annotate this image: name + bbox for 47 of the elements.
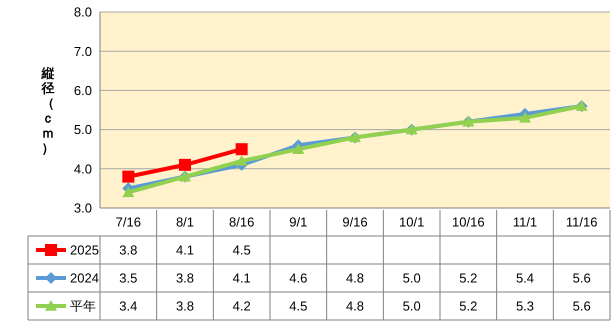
x-tick-label: 11/16: [566, 214, 598, 230]
data-label: 5.4: [516, 270, 534, 286]
data-label: 5.6: [572, 270, 591, 286]
data-label: 5.6: [572, 298, 591, 314]
data-label: 3.4: [119, 298, 138, 314]
x-tick-label: 7/16: [116, 214, 141, 230]
x-tick-label: 11/1: [512, 214, 538, 230]
data-label: 5.0: [402, 298, 421, 314]
point: [122, 170, 134, 183]
y-tick-label: 6.0: [74, 82, 92, 98]
legend-label: 2025: [70, 242, 99, 258]
x-tick-label: 9/1: [289, 214, 308, 230]
y-tick-label: 7.0: [74, 44, 92, 59]
y-tick-label: 4.0: [74, 161, 92, 176]
y-axis-title: 縦径（ｃｍ）: [40, 65, 54, 155]
x-tick-label: 10/1: [399, 214, 424, 230]
data-label: 5.2: [459, 270, 478, 286]
data-label: 4.8: [346, 270, 364, 286]
y-tick-label: 8.0: [74, 4, 92, 20]
data-label: 3.5: [119, 270, 138, 286]
data-label: 4.2: [232, 298, 251, 314]
data-label: 4.5: [232, 242, 251, 258]
point: [179, 158, 191, 171]
x-tick-label: 8/1: [176, 214, 194, 230]
data-label: 3.8: [119, 242, 138, 258]
data-label: 3.8: [176, 270, 194, 286]
point: [122, 186, 134, 198]
x-tick-label: 8/16: [229, 214, 254, 230]
point: [519, 112, 531, 123]
data-label: 4.8: [346, 298, 364, 314]
data-label: 4.1: [176, 242, 194, 258]
data-label: 5.2: [459, 298, 478, 314]
x-tick-label: 9/16: [342, 214, 368, 230]
data-label: 5.0: [402, 270, 421, 286]
data-label: 3.8: [176, 298, 194, 314]
point: [292, 143, 304, 154]
y-tick-label: 3.0: [74, 200, 92, 216]
data-label: 5.3: [516, 298, 534, 314]
data-label: 4.6: [289, 270, 308, 286]
legend-label: 平年: [70, 298, 96, 314]
point: [236, 154, 248, 166]
legend-label: 2024: [70, 270, 99, 286]
data-label: 4.5: [289, 298, 308, 314]
data-label: 4.1: [232, 270, 251, 286]
point: [236, 143, 248, 156]
x-tick-label: 10/16: [452, 214, 485, 230]
y-tick-label: 5.0: [74, 122, 92, 138]
